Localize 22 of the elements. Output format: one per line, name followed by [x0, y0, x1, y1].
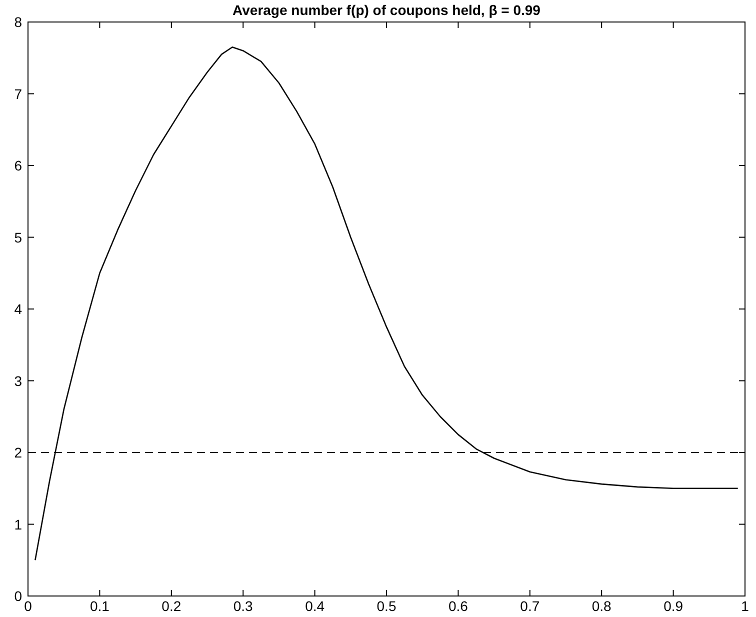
x-tick-label: 0.6	[448, 598, 468, 614]
x-tick-label: 0.4	[305, 598, 325, 614]
y-tick-label: 7	[14, 86, 22, 102]
y-tick-label: 0	[14, 588, 22, 604]
x-tick-label: 1	[741, 598, 750, 614]
x-tick-label: 0.7	[520, 598, 540, 614]
y-tick-label: 6	[14, 158, 22, 174]
line-series	[34, 46, 738, 561]
y-tick-label: 5	[14, 229, 22, 246]
x-tick-label: 0.5	[376, 598, 396, 614]
x-tick-label: 0.3	[233, 598, 254, 614]
x-tick-label: 0.9	[664, 598, 684, 614]
chart-title: Average number f(p) of coupons held, β = 0.99	[232, 2, 541, 18]
x-tick-label: 0.8	[592, 598, 612, 614]
y-tick-label: 1	[14, 516, 22, 532]
x-tick-label: 0	[24, 598, 32, 614]
y-tick-label: 8	[14, 14, 22, 30]
y-tick-label: 3	[14, 372, 22, 389]
y-tick-label: 4	[14, 301, 22, 317]
x-tick-label: 0.1	[90, 598, 110, 614]
y-tick-label: 2	[14, 444, 22, 460]
x-tick-label: 0.2	[162, 598, 182, 614]
